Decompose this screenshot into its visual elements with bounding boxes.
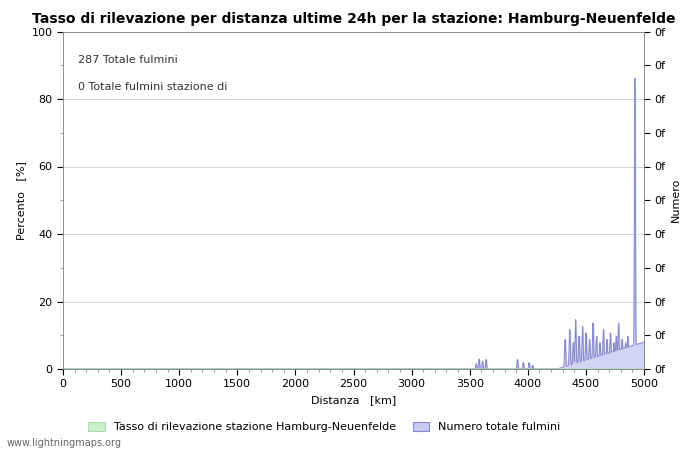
Text: www.lightningmaps.org: www.lightningmaps.org [7,438,122,448]
Text: 287 Totale fulmini: 287 Totale fulmini [78,55,177,65]
Text: 0 Totale fulmini stazione di: 0 Totale fulmini stazione di [78,82,227,92]
X-axis label: Distanza   [km]: Distanza [km] [311,395,396,405]
Y-axis label: Numero: Numero [671,178,681,222]
Y-axis label: Percento   [%]: Percento [%] [16,161,26,240]
Legend: Tasso di rilevazione stazione Hamburg-Neuenfelde, Numero totale fulmini: Tasso di rilevazione stazione Hamburg-Ne… [88,422,561,432]
Title: Tasso di rilevazione per distanza ultime 24h per la stazione: Hamburg-Neuenfelde: Tasso di rilevazione per distanza ultime… [32,12,676,26]
